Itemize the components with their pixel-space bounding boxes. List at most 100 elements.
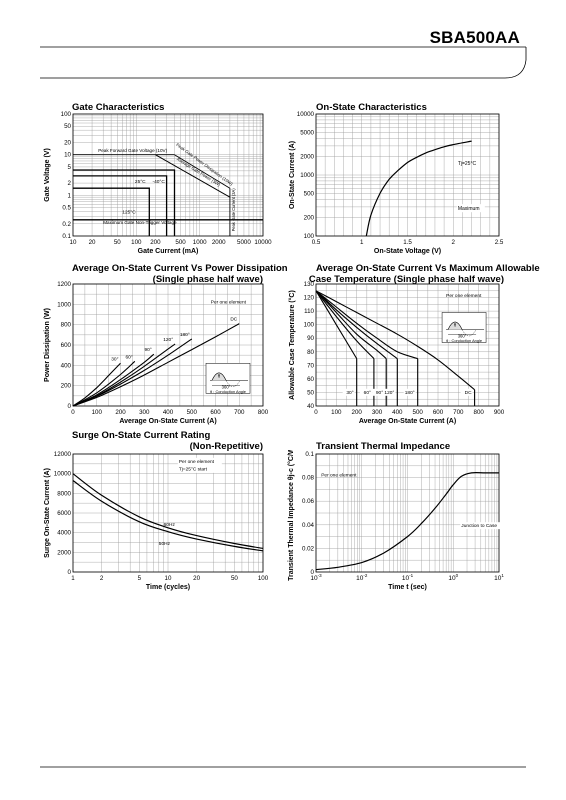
case-label-bg [372, 388, 385, 396]
case-xtick-label: 300 [372, 409, 383, 416]
gate-ytick-label: 0.1 [62, 233, 71, 240]
gate-xtick-label: 200 [150, 239, 161, 246]
gate-xtick-label: 50 [114, 239, 121, 246]
power-inset-negwave [225, 380, 241, 387]
case-ytick-label: 60 [307, 376, 314, 383]
gate-ytick-label: 0.5 [62, 205, 71, 212]
onstate-xtick-label: 1.5 [403, 239, 412, 246]
gate-trigger-25c-line [73, 175, 168, 236]
case-xtick-label: 400 [392, 409, 403, 416]
case-series-line [315, 290, 387, 360]
onstate-yaxis-label: On-State Current (A) [289, 141, 296, 209]
power-inset-theta: θ [218, 373, 221, 378]
case-inset-halfwave [447, 321, 463, 330]
surge-xtick-label: 100 [258, 575, 269, 582]
thermal-impedance-chart: 10-3 10-2 10-1 100 101 0 0.02 0.04 0.06 0.08 0.1 Ti… [287, 450, 504, 591]
onstate-xtick-label: 2 [452, 239, 456, 246]
power-series-label: 90° [144, 347, 151, 353]
gate-annotation-minus40c: -40°C [153, 179, 166, 185]
thermal-xtick-label: 10-1 [402, 573, 414, 582]
onstate-annotation-tj: Tj=25°C [458, 161, 477, 167]
power-annotation-per-element: Per one element [211, 299, 247, 305]
case-series-line [315, 290, 375, 359]
power-xtick-label: 500 [187, 409, 198, 416]
surge-xaxis-label: Time (cycles) [146, 584, 190, 591]
power-inset-period: 360° [222, 384, 231, 389]
thermal-yaxis-label: Transient Thermal Impedance θj-c (°C/W) [287, 450, 295, 581]
surge-annotation-per-element: Per one element [179, 459, 215, 465]
power-series-label: 120° [163, 337, 173, 343]
onstate-xaxis-label: On-State Voltage (V) [374, 248, 441, 255]
case-xtick-label: 500 [413, 409, 424, 416]
gate-ytick-label: 5 [68, 164, 72, 171]
power-series-label: 30° [111, 356, 118, 362]
case-series-label: 90° [376, 390, 383, 396]
power-xtick-label: 700 [234, 409, 245, 416]
gate-xtick-label: 100 [131, 239, 142, 246]
thermal-ytick-label: 0.1 [305, 451, 314, 458]
power-xtick-label: 800 [258, 409, 269, 416]
case-series-label: 180° [405, 390, 415, 396]
surge-ytick-label: 6000 [57, 510, 71, 517]
case-series-label: 30° [346, 390, 353, 396]
gate-trigger-minus40c-line [73, 169, 176, 236]
power-ytick-label: 800 [61, 322, 72, 329]
gate-xtick-label: 1000 [193, 239, 207, 246]
surge-label-bg [177, 457, 222, 473]
case-chart-subtitle: Case Temperature (Single phase half wave… [308, 274, 504, 285]
power-series-line [72, 323, 240, 407]
gate-xtick-label: 5000 [237, 239, 251, 246]
surge-ytick-label: 0 [68, 569, 72, 576]
power-ytick-label: 0 [68, 403, 72, 410]
case-inset-caption: θ : Conduction Angle [446, 338, 482, 343]
gate-peak-power-line [174, 154, 231, 189]
gate-plot-border [72, 113, 264, 237]
case-label-bg [460, 388, 473, 396]
power-ytick-label: 1000 [57, 301, 71, 308]
surge-ytick-label: 10000 [54, 471, 72, 478]
power-series-line [72, 343, 176, 407]
case-label-bg [342, 388, 355, 396]
surge-xtick-label: 2 [100, 575, 104, 582]
gate-xtick-label: 500 [175, 239, 186, 246]
thermal-xtick-label: 100 [448, 573, 458, 582]
thermal-annotation-per-element: Per one element [321, 472, 357, 478]
case-xtick-label: 200 [352, 409, 363, 416]
power-xtick-label: 200 [115, 409, 126, 416]
thermal-xaxis-label: Time t (sec) [388, 584, 427, 591]
case-ytick-label: 120 [304, 295, 315, 302]
case-ytick-label: 80 [307, 349, 314, 356]
thermal-xtick-label: 10-3 [310, 573, 322, 582]
power-inset-caption: θ : Conduction Angle [210, 389, 246, 394]
onstate-ytick-label: 10000 [297, 111, 315, 118]
case-temperature-chart: 0 100 200 300 400 500 600 700 800 900 40 50 60 70 80 90… [288, 281, 505, 425]
case-series-label: 60° [364, 390, 371, 396]
power-ytick-label: 1200 [57, 281, 71, 288]
surge-ytick-label: 12000 [54, 451, 72, 458]
case-ytick-label: 100 [304, 322, 315, 329]
case-ytick-label: 130 [304, 281, 315, 288]
case-ytick-label: 40 [307, 403, 314, 410]
power-series-line [72, 362, 121, 407]
case-xtick-label: 900 [494, 409, 505, 416]
thermal-plot-border [315, 453, 500, 573]
gate-ytick-label: 0.2 [62, 221, 71, 228]
surge-xtick-label: 50 [231, 575, 238, 582]
gate-annotation-125c: 125°C [122, 209, 136, 215]
case-plot-border [315, 283, 500, 407]
power-yaxis-label: Power Dissipation (W) [44, 308, 51, 382]
power-xtick-label: 400 [163, 409, 174, 416]
onstate-ytick-label: 1000 [300, 172, 314, 179]
power-series-label: DC [230, 317, 237, 323]
gate-yaxis-label: Gate Voltage (V) [44, 148, 51, 202]
surge-yaxis-label: Surge On-State Current (A) [44, 468, 51, 558]
thermal-annotation-junction-case: Junction to Case [461, 523, 497, 529]
surge-ytick-label: 8000 [57, 490, 71, 497]
onstate-ytick-label: 200 [304, 215, 315, 222]
thermal-xtick-label: 101 [494, 573, 504, 582]
case-series-label: 120° [384, 390, 394, 396]
gate-ytick-label: 10 [64, 152, 71, 159]
gate-xtick-label: 20 [89, 239, 96, 246]
case-xtick-label: 800 [474, 409, 485, 416]
onstate-xtick-label: 2.5 [495, 239, 504, 246]
